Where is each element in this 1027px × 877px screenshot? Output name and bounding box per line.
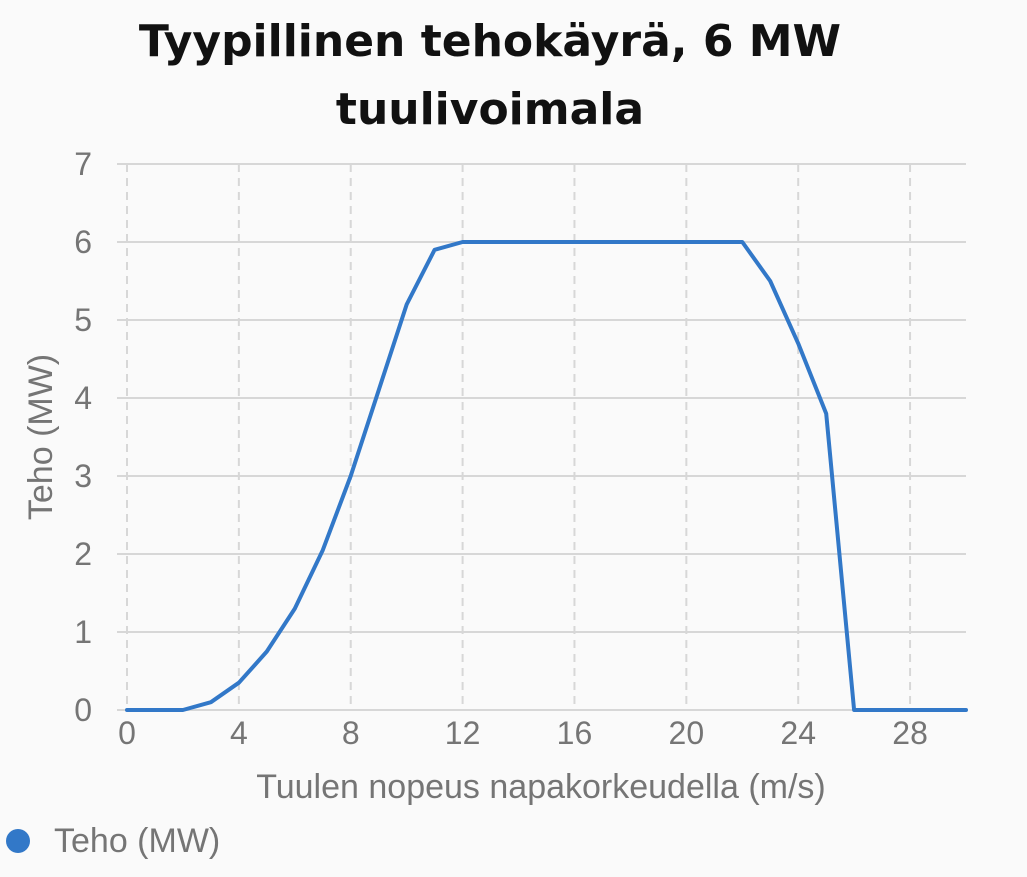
y-tick-label: 5: [74, 302, 92, 338]
series-line-0: [125, 240, 968, 712]
y-tick-label: 7: [74, 146, 92, 182]
grid-lines: [117, 163, 966, 711]
legend-label: Teho (MW): [54, 821, 221, 860]
y-tick-label: 0: [74, 692, 92, 728]
x-tick-label: 8: [342, 715, 360, 751]
x-tick-label: 0: [118, 715, 136, 751]
x-tick-label: 16: [557, 715, 593, 751]
y-tick-label: 6: [74, 224, 92, 260]
x-tick-label: 4: [230, 715, 248, 751]
data-series: [125, 240, 968, 712]
y-tick-label: 4: [74, 380, 92, 416]
y-tick-label: 1: [74, 614, 92, 650]
y-tick-label: 2: [74, 536, 92, 572]
chart-title: Tyypillinen tehokäyrä, 6 MW tuulivoimala: [138, 16, 842, 135]
x-tick-label: 12: [445, 715, 481, 751]
legend-marker-icon: [6, 829, 30, 853]
legend: Teho (MW): [6, 818, 220, 864]
y-tick-label: 3: [74, 458, 92, 494]
x-tick-label: 24: [780, 715, 816, 751]
y-axis-label: Teho (MW): [22, 354, 60, 520]
x-axis-label: Tuulen nopeus napakorkeudella (m/s): [256, 768, 826, 806]
x-tick-label: 28: [892, 715, 928, 751]
x-tick-label: 20: [669, 715, 705, 751]
